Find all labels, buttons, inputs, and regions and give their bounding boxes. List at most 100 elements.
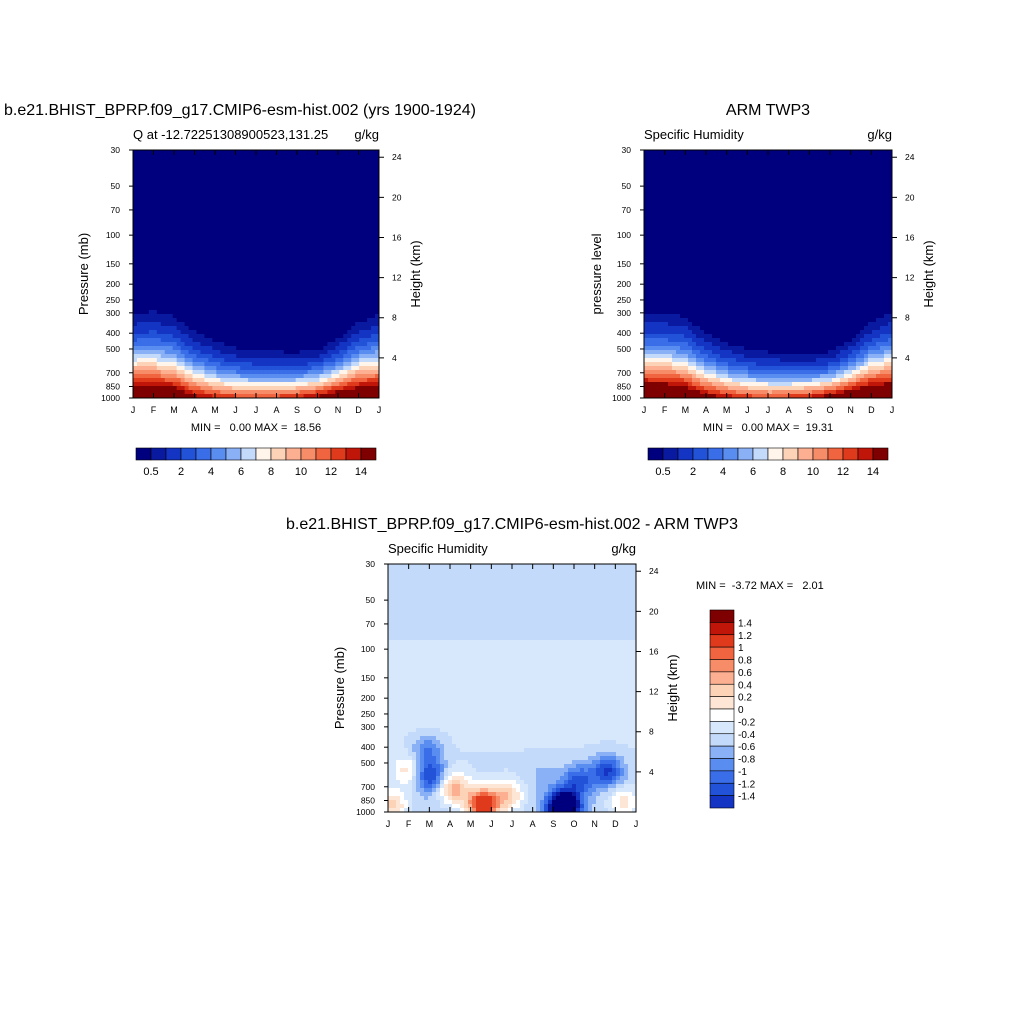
panel-model-cell — [160, 270, 166, 275]
panel-model-cell — [315, 318, 321, 323]
panel-obs-cell — [860, 174, 865, 179]
panel-model-cell — [224, 178, 229, 183]
panel-obs-cell — [700, 210, 705, 215]
panel-model-cell — [363, 314, 368, 319]
panel-obs-cell — [688, 158, 693, 163]
panel-model-cell — [295, 222, 301, 227]
panel-model-cell — [363, 182, 368, 187]
panel-model-cell — [204, 394, 209, 398]
panel-model-cell — [248, 366, 253, 371]
panel-model-cell — [295, 386, 301, 391]
panel-model-cell — [367, 186, 372, 191]
panel-model-cell — [133, 174, 138, 179]
panel-obs-cell — [784, 158, 789, 163]
panel-model-cell — [339, 318, 344, 323]
panel-model-cell — [375, 286, 379, 291]
panel-obs-cell — [864, 174, 869, 179]
panel-model-cell — [327, 242, 332, 247]
panel-model-cell — [136, 234, 142, 239]
panel-obs-cell — [816, 186, 821, 191]
panel-model-cell — [311, 378, 317, 383]
panel-model-cell — [323, 222, 329, 227]
panel-model-cell — [164, 310, 170, 315]
panel-model-cell — [208, 370, 213, 375]
panel-obs-cell — [676, 162, 681, 167]
panel-model-cell — [204, 378, 209, 383]
panel-model-cell — [212, 154, 217, 159]
panel-model-cell — [339, 394, 344, 398]
panel-model-cell — [283, 298, 289, 303]
panel-model-cell — [263, 226, 269, 231]
panel-model-cell — [133, 166, 138, 171]
panel-model-cell — [256, 222, 261, 227]
panel-model-cell — [144, 274, 150, 279]
panel-model-cell — [164, 338, 170, 343]
panel-model-cell — [303, 222, 309, 227]
panel-model-cell — [363, 362, 368, 367]
panel-model-cell — [168, 370, 174, 375]
panel-model-cell — [343, 326, 348, 331]
panel-obs-cell — [800, 198, 805, 203]
panel-model-cell — [351, 286, 356, 291]
panel-obs-cell — [744, 210, 749, 215]
panel-model-cell — [295, 210, 301, 215]
panel-obs-cell — [768, 174, 773, 179]
panel-model-cell — [347, 386, 352, 391]
panel-model-cell — [275, 330, 281, 335]
panel-model-cell — [244, 366, 249, 371]
panel-model-cell — [252, 322, 257, 327]
panel-model-cell — [140, 230, 146, 235]
panel-obs-cell — [888, 190, 892, 195]
panel-model-cell — [287, 194, 293, 199]
panel-model-cell — [148, 242, 154, 247]
panel-obs-cell — [872, 210, 877, 215]
panel-model-cell — [367, 190, 372, 195]
panel-model-cell — [152, 262, 158, 267]
panel-model-cell — [208, 374, 213, 379]
panel-model-cell — [275, 270, 281, 275]
panel-obs-cell — [796, 154, 801, 159]
panel-model-cell — [275, 166, 281, 171]
panel-obs-cell — [756, 154, 761, 159]
panel-obs-cell — [748, 158, 753, 163]
panel-model-cell — [220, 310, 225, 315]
panel-obs-cell — [772, 158, 777, 163]
panel-obs-cell — [760, 202, 765, 207]
panel-model-cell — [331, 286, 336, 291]
panel-model-cell — [144, 170, 150, 175]
panel-obs-cell — [680, 174, 685, 179]
panel-model-cell — [295, 374, 301, 379]
panel-obs-cell — [864, 202, 869, 207]
panel-model-cell — [256, 250, 261, 255]
panel-model-cell — [343, 258, 348, 263]
panel-model-cell — [287, 178, 293, 183]
panel-model-cell — [275, 394, 281, 398]
panel-model-cell — [208, 158, 213, 163]
panel-model-cell — [331, 222, 336, 227]
panel-model-cell — [267, 226, 273, 231]
panel-model-cell — [168, 170, 174, 175]
panel-model-cell — [351, 290, 356, 295]
panel-obs-cell — [848, 210, 853, 215]
panel-model-cell — [295, 198, 301, 203]
panel-model-cell — [212, 318, 217, 323]
panel-model-cell — [303, 250, 309, 255]
panel-model-cell — [172, 206, 178, 211]
panel-model-cell — [244, 386, 249, 391]
panel-model-cell — [359, 190, 364, 195]
panel-model-cell — [323, 310, 329, 315]
panel-model-cell — [363, 174, 368, 179]
panel-obs-cell — [660, 182, 665, 187]
panel-obs-cell — [820, 190, 825, 195]
panel-model-cell — [224, 286, 229, 291]
panel-obs-cell — [880, 194, 885, 199]
panel-model-cell — [303, 366, 309, 371]
panel-model-cell — [279, 322, 285, 327]
panel-model-cell — [192, 246, 198, 251]
panel-model-cell — [196, 326, 202, 331]
panel-model-cell — [299, 306, 305, 311]
panel-obs-cell — [680, 190, 685, 195]
panel-model-cell — [351, 342, 356, 347]
panel-model-cell — [240, 270, 245, 275]
